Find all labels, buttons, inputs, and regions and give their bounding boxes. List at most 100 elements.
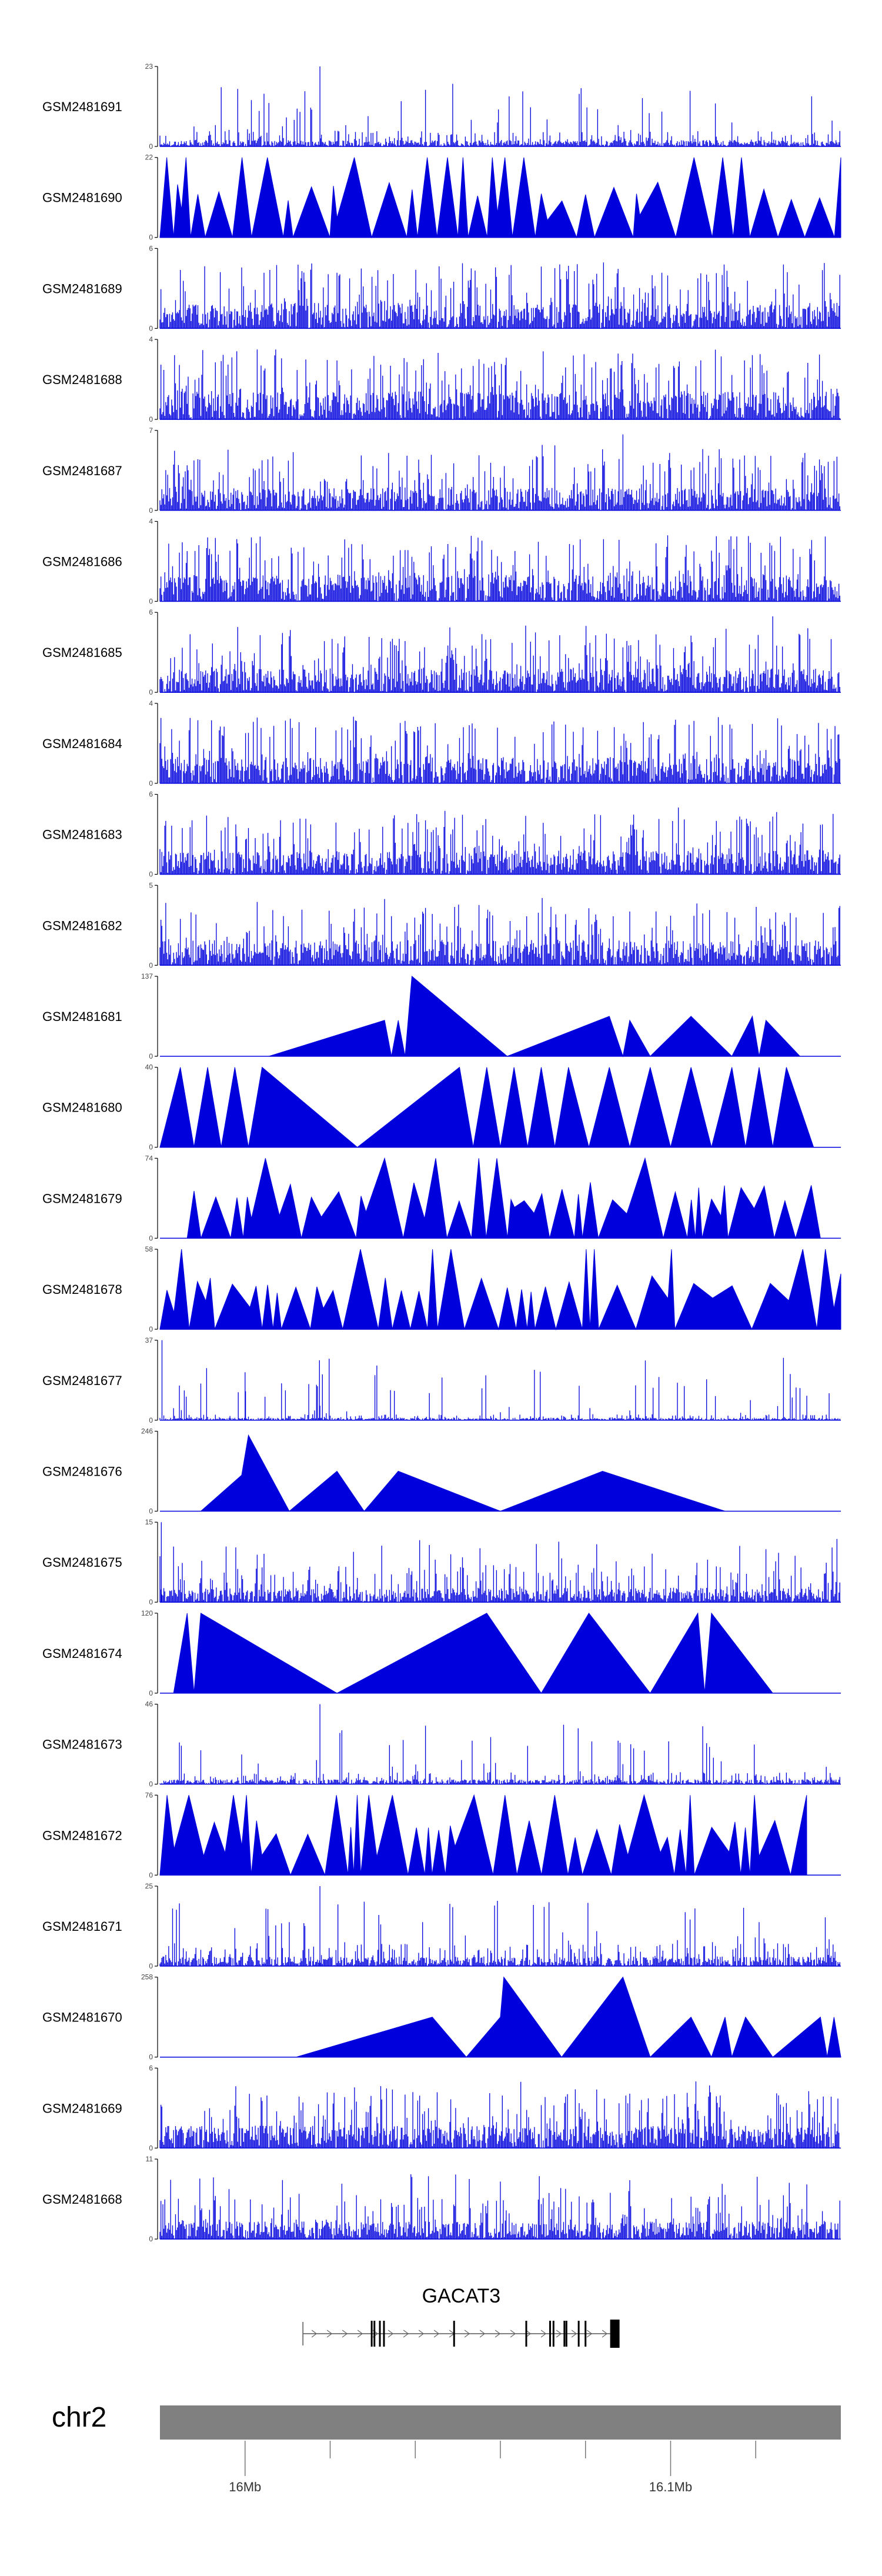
signal-area	[186, 1157, 821, 1240]
exon	[565, 2321, 567, 2347]
signal-area	[159, 1066, 814, 1148]
signal-tracks: GSM2481691230GSM2481690220GSM248168960GS…	[42, 62, 841, 2243]
exon	[379, 2321, 381, 2347]
track-label: GSM2481682	[42, 918, 122, 933]
strand-arrow	[357, 2330, 363, 2338]
y-tick-label-max: 23	[145, 62, 153, 71]
track-GSM2481672: GSM2481672 76 0	[42, 1791, 841, 1879]
track-label: GSM2481690	[42, 191, 122, 205]
track-label: GSM2481674	[42, 1646, 122, 1661]
track-GSM2481669: GSM2481669 6 0	[42, 2064, 841, 2152]
signal-bars	[159, 716, 840, 783]
track-label: GSM2481670	[42, 2010, 122, 2025]
chromosome-label: chr2	[52, 2402, 106, 2433]
track-label: GSM2481675	[42, 1555, 122, 1570]
y-tick-label-max: 58	[145, 1245, 153, 1253]
y-tick-label-max: 6	[149, 608, 153, 616]
signal-bars	[159, 2174, 840, 2240]
signal-bars	[159, 1522, 840, 1603]
track-label: GSM2481689	[42, 281, 122, 296]
track-label: GSM2481686	[42, 555, 122, 569]
strand-arrow	[326, 2330, 333, 2338]
y-tick-label-zero: 0	[149, 961, 153, 969]
track-label: GSM2481672	[42, 1828, 122, 1843]
y-tick-label-max: 6	[149, 244, 153, 252]
y-tick-label-zero: 0	[149, 506, 153, 515]
y-tick-label-zero: 0	[149, 1962, 153, 1970]
y-tick-label-max: 5	[149, 881, 153, 889]
track-GSM2481688: GSM2481688 4 0	[42, 335, 841, 423]
track-GSM2481685: GSM2481685 6 0	[42, 608, 841, 696]
track-label: GSM2481676	[42, 1464, 122, 1479]
y-tick-label-zero: 0	[149, 142, 153, 151]
y-tick-label-max: 246	[141, 1427, 153, 1436]
y-tick-label-max: 6	[149, 2064, 153, 2072]
strand-arrow	[556, 2330, 562, 2338]
y-tick-label-zero: 0	[149, 1689, 153, 1697]
signal-bars	[159, 535, 840, 602]
y-tick-label-zero: 0	[149, 2144, 153, 2152]
y-tick-label-zero: 0	[149, 2053, 153, 2061]
track-label: GSM2481673	[42, 1737, 122, 1752]
strand-arrow	[403, 2330, 409, 2338]
signal-area	[200, 1434, 726, 1512]
y-tick-label-max: 4	[149, 518, 153, 526]
chromosome-ideogram: chr2 16Mb 16.1Mb	[52, 2402, 841, 2494]
track-GSM2481677: GSM2481677 37 0	[42, 1336, 841, 1424]
track-GSM2481668: GSM2481668 11 0	[42, 2155, 841, 2243]
track-label: GSM2481691	[42, 99, 122, 114]
strand-arrow	[387, 2330, 394, 2338]
chromosome-bar	[160, 2405, 841, 2440]
track-GSM2481683: GSM2481683 6 0	[42, 790, 841, 879]
gene-name-label: GACAT3	[422, 2285, 501, 2307]
signal-bars	[159, 2081, 840, 2148]
track-label: GSM2481687	[42, 463, 122, 478]
track-label: GSM2481671	[42, 1919, 122, 1934]
track-GSM2481682: GSM2481682 5 0	[42, 881, 841, 969]
exon	[584, 2321, 587, 2347]
y-tick-label-max: 15	[145, 1518, 153, 1526]
exon	[525, 2321, 527, 2347]
track-label: GSM2481688	[42, 372, 122, 387]
position-tick-label: 16.1Mb	[649, 2480, 692, 2494]
y-tick-label-zero: 0	[149, 2235, 153, 2243]
exon	[552, 2321, 554, 2347]
signal-bars	[159, 262, 840, 329]
track-GSM2481671: GSM2481671 25 0	[42, 1882, 841, 1970]
y-tick-label-zero: 0	[149, 1780, 153, 1788]
y-tick-label-zero: 0	[149, 1507, 153, 1516]
strand-arrow	[602, 2330, 608, 2338]
y-tick-label-max: 7	[149, 426, 153, 435]
track-GSM2481691: GSM2481691 23 0	[42, 62, 841, 151]
strand-arrow	[495, 2330, 501, 2338]
signal-area	[269, 975, 801, 1057]
signal-bars	[159, 349, 840, 420]
y-tick-label-zero: 0	[149, 598, 153, 606]
signal-bars	[159, 1340, 840, 1420]
strand-arrow	[311, 2330, 318, 2338]
track-GSM2481690: GSM2481690 22 0	[42, 154, 841, 242]
y-tick-label-max: 137	[141, 972, 153, 980]
gene-track: GACAT3	[302, 2285, 620, 2348]
exon	[370, 2321, 373, 2347]
signal-bars	[159, 807, 840, 875]
signal-area	[159, 157, 841, 239]
y-tick-label-zero: 0	[149, 415, 153, 423]
y-tick-label-zero: 0	[149, 1598, 153, 1606]
y-tick-label-max: 258	[141, 1973, 153, 1981]
signal-bars	[159, 66, 840, 146]
track-label: GSM2481683	[42, 827, 122, 842]
y-tick-label-max: 4	[149, 335, 153, 343]
track-label: GSM2481685	[42, 645, 122, 660]
y-tick-label-zero: 0	[149, 1325, 153, 1333]
exon	[383, 2321, 385, 2347]
track-label: GSM2481679	[42, 1191, 122, 1206]
track-label: GSM2481677	[42, 1373, 122, 1388]
strand-arrow	[540, 2330, 547, 2338]
strand-arrow	[479, 2330, 486, 2338]
track-label: GSM2481680	[42, 1100, 122, 1115]
track-label: GSM2481669	[42, 2101, 122, 2115]
y-tick-label-zero: 0	[149, 233, 153, 242]
y-tick-label-zero: 0	[149, 870, 153, 879]
